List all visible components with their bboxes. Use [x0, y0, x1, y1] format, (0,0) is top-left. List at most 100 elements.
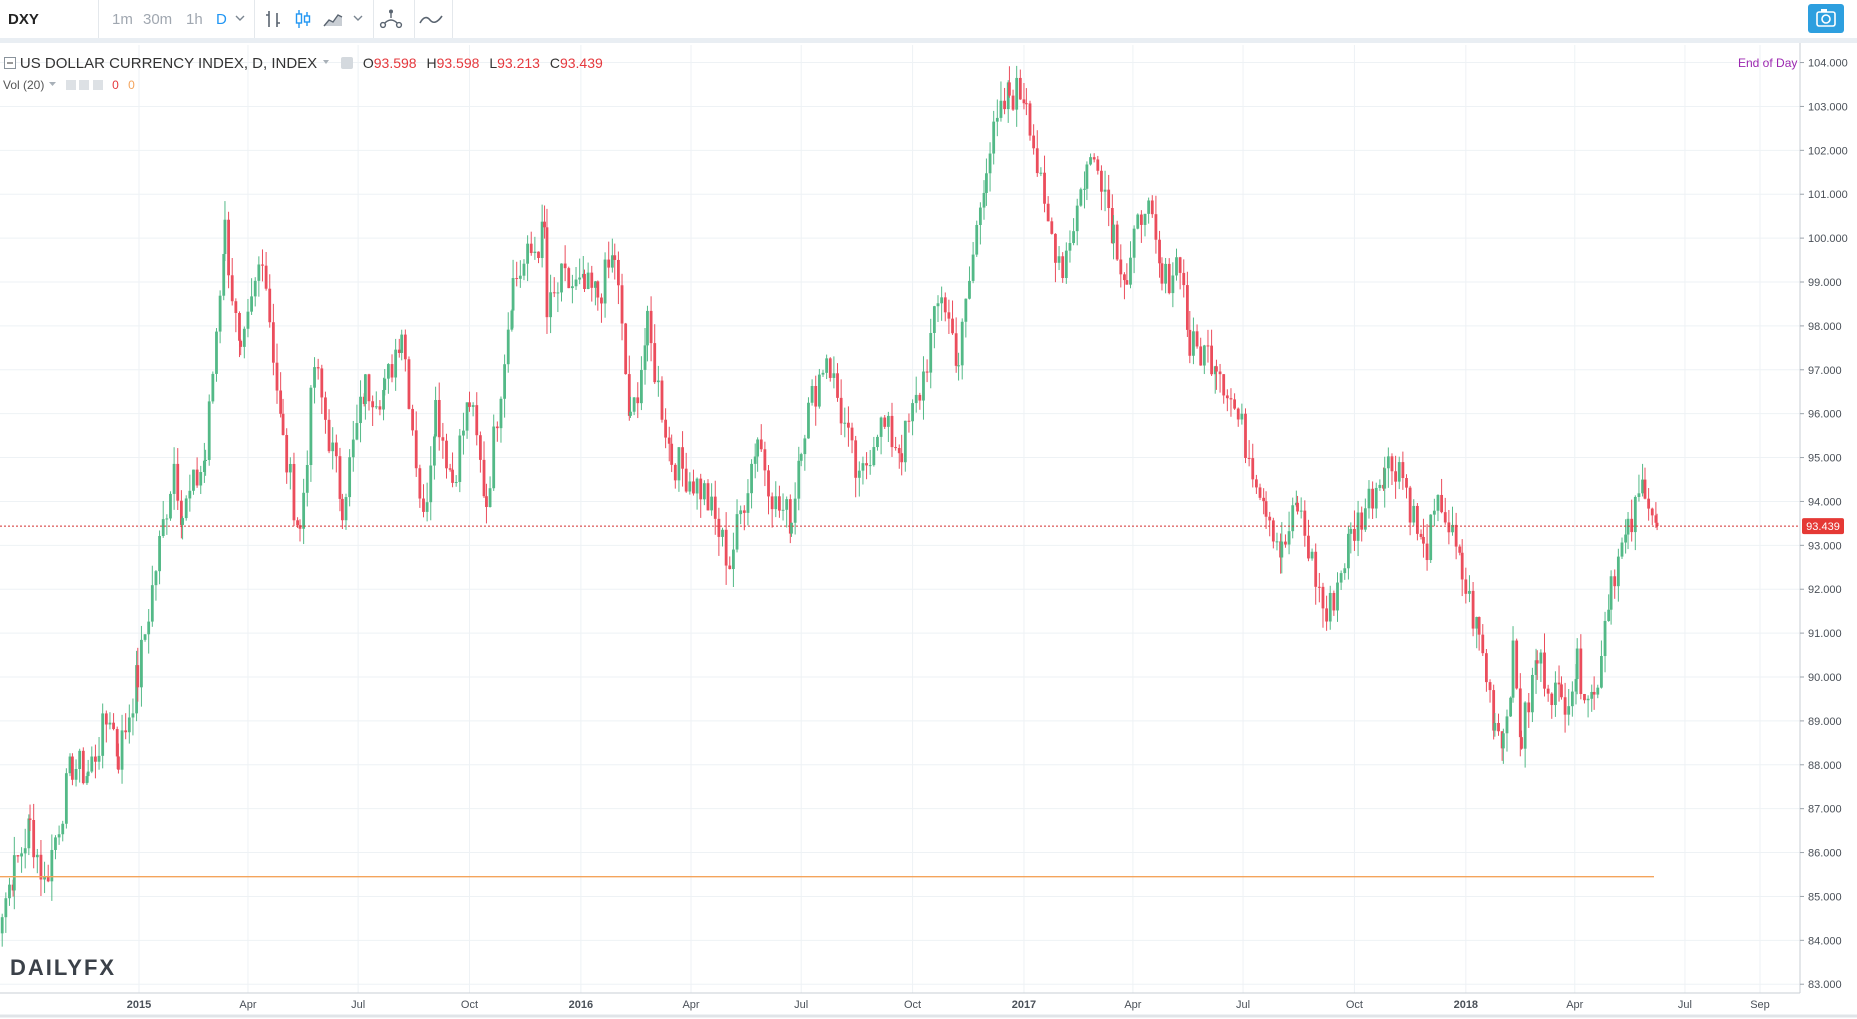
indicators-icon[interactable]: [418, 8, 444, 30]
candle-body: [127, 717, 131, 733]
bars-chart-type-icon[interactable]: [262, 8, 284, 30]
volume-visibility-icon[interactable]: [66, 80, 77, 90]
candle-body: [488, 488, 492, 507]
candle-body: [1107, 189, 1111, 209]
chevron-down-icon[interactable]: [350, 10, 366, 26]
volume-settings-icon[interactable]: [79, 80, 90, 90]
candle: [1620, 537, 1624, 560]
candle-body: [742, 510, 746, 513]
candle: [1408, 485, 1412, 536]
close-value: 93.439: [559, 55, 603, 71]
candles-chart-type-icon[interactable]: [292, 8, 314, 30]
candle-body: [1024, 103, 1028, 105]
candle: [1028, 100, 1032, 141]
candle: [586, 262, 590, 290]
settings-gear-icon[interactable]: [340, 57, 353, 69]
candle-body: [414, 430, 418, 469]
candle: [108, 712, 112, 730]
chevron-down-icon[interactable]: [48, 80, 57, 89]
interval-1h[interactable]: 1h: [186, 10, 203, 28]
collapse-legend-icon[interactable]: [4, 57, 16, 69]
candle-body: [394, 349, 398, 378]
volume-label[interactable]: Vol (20): [3, 78, 45, 92]
candle: [348, 449, 352, 507]
area-chart-type-icon[interactable]: [322, 8, 344, 30]
candle-body: [425, 502, 429, 512]
legend-title[interactable]: US DOLLAR CURRENCY INDEX, D, INDEX: [19, 55, 318, 72]
candle: [1143, 213, 1147, 237]
candle-body: [699, 478, 703, 500]
candle: [192, 469, 195, 495]
candle: [964, 298, 968, 338]
candle-body: [940, 297, 944, 304]
candle: [211, 371, 215, 404]
candle-body: [386, 364, 390, 379]
interval-1m[interactable]: 1m: [112, 10, 133, 28]
candle-body: [309, 387, 313, 465]
candle-body: [832, 373, 836, 378]
candle: [640, 356, 643, 411]
candle: [1488, 679, 1492, 703]
candle: [20, 847, 23, 873]
candle-body: [331, 442, 335, 452]
candle-body: [951, 318, 954, 334]
candle-body: [0, 917, 4, 934]
candle-body: [1054, 233, 1057, 263]
chevron-down-icon[interactable]: [321, 57, 331, 67]
candle-body: [643, 345, 647, 370]
candle: [1397, 456, 1401, 490]
x-tick-label-7: Oct: [904, 999, 921, 1011]
candle-body: [1440, 494, 1444, 513]
candle-body: [374, 406, 378, 408]
interval-30m[interactable]: 30m: [143, 10, 173, 28]
candle-body: [1254, 479, 1258, 488]
candle: [817, 368, 821, 409]
candle-body: [821, 372, 825, 375]
candle: [327, 409, 331, 454]
candle: [1132, 225, 1136, 274]
candle: [739, 505, 743, 525]
candle-body: [165, 518, 169, 520]
candle: [120, 714, 124, 784]
candle: [1643, 467, 1647, 500]
candle: [1539, 649, 1543, 683]
candle: [978, 202, 982, 245]
candle: [215, 328, 218, 382]
snapshot-button[interactable]: [1808, 4, 1844, 33]
interval-d[interactable]: D: [216, 10, 227, 28]
candle-body: [785, 499, 789, 510]
candle-body: [968, 280, 971, 299]
candle: [253, 277, 257, 307]
candle-body: [1485, 653, 1488, 683]
candle: [429, 446, 433, 521]
candle: [1443, 497, 1447, 525]
candle: [1346, 526, 1350, 580]
candle: [54, 835, 57, 860]
candle: [660, 376, 664, 423]
candle: [238, 311, 241, 358]
candle: [1336, 572, 1339, 622]
candle-body: [702, 483, 706, 500]
symbol-search[interactable]: DXY: [8, 10, 39, 28]
candle-body: [292, 463, 296, 521]
chevron-down-icon[interactable]: [232, 10, 248, 26]
compare-symbols-icon[interactable]: [378, 8, 404, 30]
candle: [414, 411, 418, 477]
candle: [907, 413, 911, 433]
candle: [1520, 730, 1523, 750]
candle-body: [475, 405, 479, 436]
candle-body: [429, 465, 433, 503]
candle: [1022, 83, 1026, 110]
candle-body: [1624, 534, 1628, 543]
candle: [309, 385, 313, 482]
candle: [1633, 495, 1637, 551]
volume-remove-icon[interactable]: [92, 80, 103, 90]
candle: [988, 142, 992, 192]
candle-body: [169, 493, 172, 519]
candle: [763, 441, 767, 487]
price-chart[interactable]: 104.000 103.000 102.000 101.000 100.000 99.00…: [0, 43, 1857, 1019]
candle: [781, 493, 785, 521]
candle-body: [900, 453, 904, 463]
candle: [1356, 500, 1360, 557]
candle-body: [305, 464, 309, 493]
